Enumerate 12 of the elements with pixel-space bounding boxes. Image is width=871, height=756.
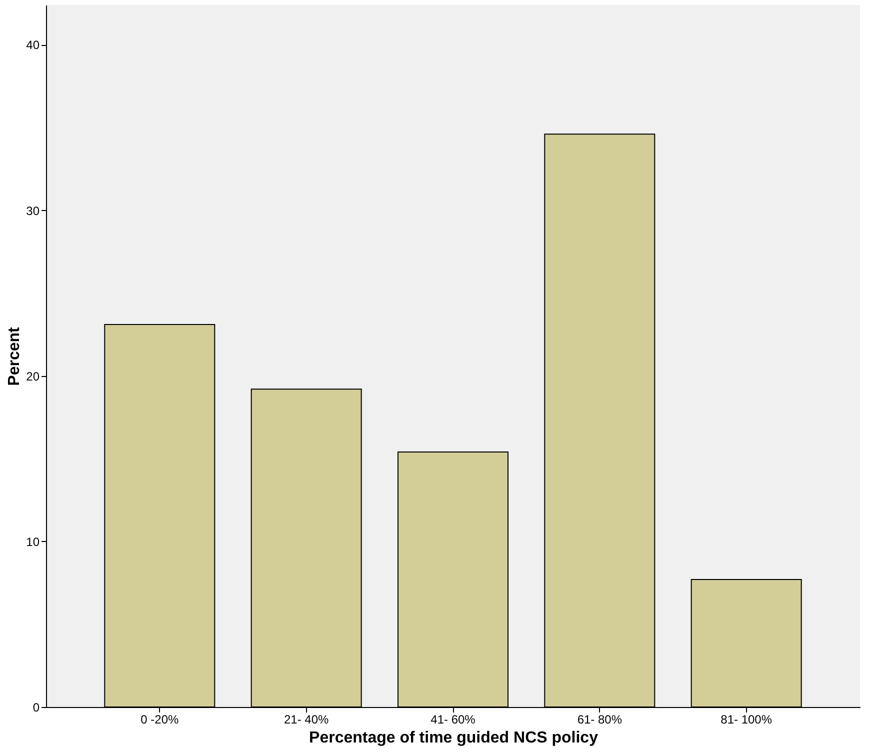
x-axis-title: Percentage of time guided NCS policy bbox=[309, 730, 598, 746]
x-tick-label: 81- 100% bbox=[720, 712, 772, 726]
x-tick-label: 41- 60% bbox=[430, 712, 476, 726]
y-axis-title: Percent bbox=[6, 326, 24, 386]
y-tick-label: 40 bbox=[26, 38, 40, 52]
y-tick-label: 20 bbox=[26, 369, 40, 384]
x-tick-label: 0 -20% bbox=[140, 712, 180, 726]
y-tick-label: 30 bbox=[26, 204, 40, 218]
x-tick-label: 61- 80% bbox=[577, 712, 622, 726]
y-tick-label: 0 bbox=[32, 700, 40, 714]
y-tick-label: 10 bbox=[26, 534, 40, 549]
x-tick-label: 21- 40% bbox=[284, 712, 330, 726]
